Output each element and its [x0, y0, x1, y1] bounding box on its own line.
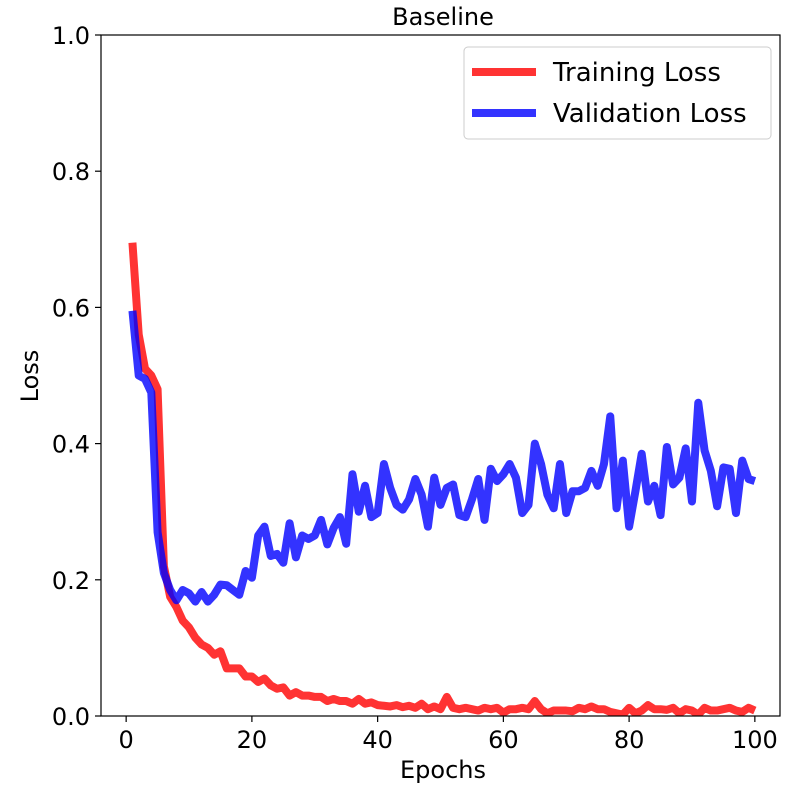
legend-label-training: Training Loss: [552, 58, 721, 88]
legend: Training Loss Validation Loss: [463, 46, 772, 140]
series-layer: [128, 242, 757, 716]
x-tick-label: 100: [732, 726, 778, 754]
y-tick-label: 0.0: [52, 703, 90, 731]
y-tick-label: 0.2: [52, 567, 90, 595]
x-tick-label: 60: [488, 726, 519, 754]
x-axis-label: Epochs: [400, 756, 486, 784]
legend-label-validation: Validation Loss: [553, 99, 747, 129]
x-tick-label: 40: [362, 726, 393, 754]
series-line-validation-loss: [128, 310, 757, 606]
legend-box: [463, 46, 772, 140]
x-tick-label: 80: [614, 726, 645, 754]
plot-background: [101, 35, 780, 716]
y-axis: 0.0 0.2 0.4 0.6 0.8 1.0: [52, 22, 101, 731]
x-tick-label: 20: [237, 726, 268, 754]
x-axis: 0 20 40 60 80 100: [119, 716, 778, 754]
x-tick-label: 0: [119, 726, 134, 754]
y-tick-label: 1.0: [52, 22, 90, 50]
y-tick-label: 0.6: [52, 294, 90, 322]
series-line-training-loss: [128, 242, 757, 716]
y-tick-label: 0.8: [52, 158, 90, 186]
chart-title: Baseline: [392, 3, 494, 31]
plot-frame: [100, 34, 781, 717]
plot-area: [101, 35, 780, 716]
y-tick-label: 0.4: [52, 431, 90, 459]
y-axis-label: Loss: [16, 350, 44, 403]
